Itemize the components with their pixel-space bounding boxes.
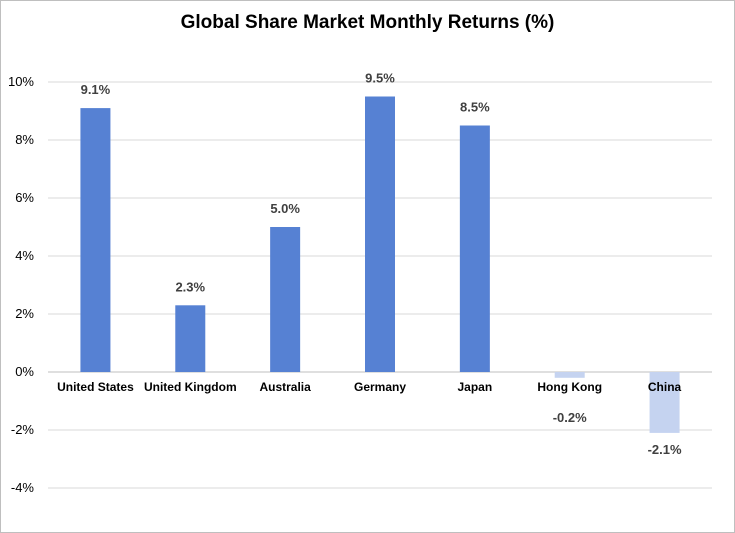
y-tick-label: 4% [15,248,34,263]
bar-australia [270,227,301,372]
y-tick-label: 6% [15,190,34,205]
x-category-label: Germany [354,380,406,394]
x-category-label: China [648,380,682,394]
bar-germany [365,96,395,372]
labels: 10% 8% 6% 4% 2% 0% -2% -4% United States 9.1% Unit… [8,71,682,496]
y-tick-label: -4% [11,480,35,495]
x-category-label: Australia [259,380,311,394]
bar-china [649,372,680,433]
x-category-label: United States [57,380,134,394]
data-label: 9.5% [365,71,395,86]
y-tick-label: 10% [8,74,34,89]
y-tick-label: 2% [15,306,34,321]
data-label: 8.5% [460,100,490,115]
bar-united-kingdom [175,305,206,372]
y-tick-label: 8% [15,132,34,147]
y-tick-label: -2% [11,422,35,437]
data-label: 9.1% [81,82,111,97]
chart-title: Global Share Market Monthly Returns (%) [180,12,555,33]
bars [80,96,680,433]
x-category-label: Hong Kong [537,380,602,394]
data-label: -2.1% [648,442,682,457]
data-label: 5.0% [270,201,300,216]
bar-united-states [80,108,111,372]
x-category-label: United Kingdom [144,380,237,394]
data-label: 2.3% [175,279,205,294]
y-tick-label: 0% [15,364,34,379]
bar-hong-kong [554,372,585,378]
x-category-label: Japan [458,380,493,394]
bar-japan [459,125,490,372]
data-label: -0.2% [553,410,587,425]
